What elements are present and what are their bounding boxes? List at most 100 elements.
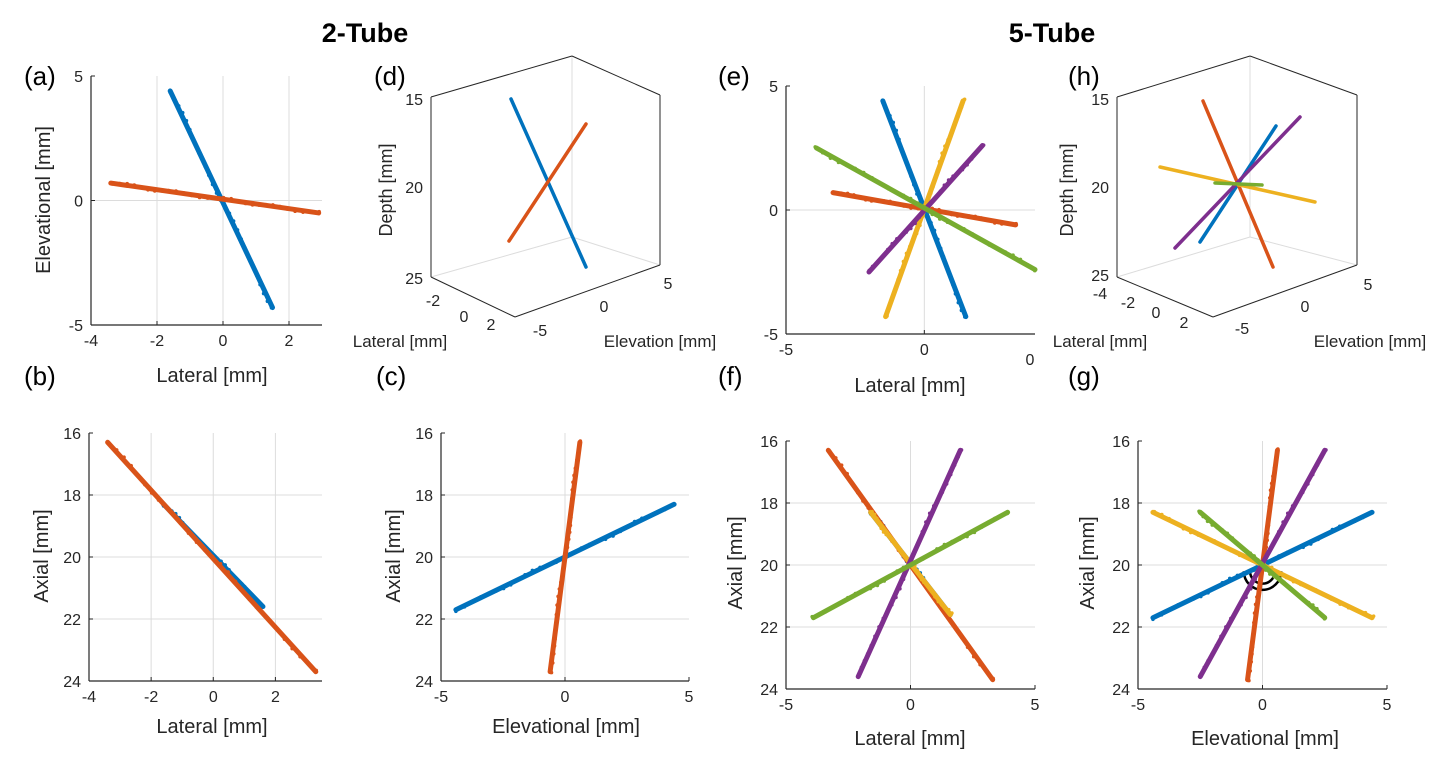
panel-b-point <box>129 463 133 468</box>
panel-g-point <box>1252 620 1256 625</box>
panel-b-point <box>163 504 168 509</box>
panel-g-point <box>1267 496 1272 500</box>
panel-g-point <box>1316 537 1320 542</box>
panel-g-point <box>1268 559 1273 563</box>
panel-e-point <box>932 228 937 233</box>
panel-e-point <box>1032 268 1037 273</box>
panel-e-point <box>931 199 936 203</box>
panel-g-point <box>1301 545 1305 550</box>
panel-g-point <box>1210 523 1215 527</box>
panel-e-point <box>938 246 943 251</box>
panel-g-point <box>1259 572 1264 577</box>
panel-e-point <box>940 151 944 156</box>
panel-a-point <box>231 219 236 223</box>
panel-f-point <box>936 599 941 604</box>
panel-e-point <box>945 220 950 225</box>
panel-c-point <box>553 637 557 641</box>
panel-f-x-tick-label: -5 <box>779 697 793 714</box>
panel-f-point <box>885 609 890 614</box>
panel-e-y-tick-label: 5 <box>769 79 778 96</box>
panel-g-point <box>1206 591 1210 595</box>
panel-f-point <box>833 456 838 460</box>
panel-e-point <box>904 251 909 256</box>
panel-e-point <box>909 206 913 210</box>
panel-f-point <box>915 568 919 573</box>
panel-e-tube1-points <box>881 100 967 319</box>
panel-e-point <box>930 212 935 217</box>
panel-e-point <box>853 166 857 171</box>
panel-g-point <box>1320 455 1324 459</box>
panel-h-series-tube5 <box>1213 181 1264 187</box>
panel-g-point <box>1306 584 1310 589</box>
panel-f-x-tick-label: 5 <box>1031 697 1040 714</box>
panel-b-point <box>223 563 227 567</box>
panel-e-point <box>987 243 992 247</box>
panel-c-label: (c) <box>376 361 406 391</box>
panel-a-label: (a) <box>24 61 56 91</box>
panel-c-point <box>556 594 560 599</box>
panel-d-elevation-tick-label: 5 <box>664 276 673 293</box>
panel-f-point <box>873 634 877 639</box>
panel-f-point <box>868 586 873 591</box>
panel-b-y-tick-label: 24 <box>63 674 81 691</box>
panel-e-point <box>828 156 833 160</box>
panel-f-point <box>924 520 928 524</box>
panel-e-point <box>884 107 889 112</box>
panel-c-point <box>470 599 475 604</box>
panel-c-point <box>508 583 513 587</box>
panel-c-point <box>655 511 659 516</box>
panel-g-point <box>1311 603 1315 607</box>
panel-b-point <box>136 473 140 478</box>
panel-g-point <box>1369 510 1373 515</box>
panel-a-point <box>269 305 274 310</box>
panel-d-depth-axis-label: Depth [mm] <box>376 143 396 236</box>
panel-f-point <box>944 482 949 486</box>
panel-f-tube4-points <box>856 448 964 677</box>
panel-a-point <box>180 110 185 115</box>
panel-g-point <box>1257 568 1262 572</box>
panel-a-tube2-points <box>110 181 321 214</box>
panel-g-point <box>1214 643 1219 648</box>
panel-f-point <box>979 525 984 530</box>
panel-b-x-tick-label: 2 <box>271 689 280 706</box>
panel-f-point <box>992 516 997 521</box>
panel-g-point <box>1204 535 1208 540</box>
panel-d-lateral-axis <box>430 276 516 318</box>
panel-a-point <box>243 201 248 206</box>
panel-e-point <box>894 285 898 290</box>
panel-g-point <box>1329 597 1334 602</box>
panel-f-point <box>866 506 871 510</box>
panel-g-point <box>1219 634 1223 639</box>
panel-c-point <box>538 565 542 570</box>
panel-g-point <box>1256 558 1260 562</box>
panel-c-point <box>647 514 652 518</box>
panel-d-depth-tick-label: 20 <box>405 180 423 197</box>
panel-e-point <box>881 100 885 105</box>
panel-f-point <box>965 534 969 539</box>
panel-e-point <box>926 197 931 202</box>
panel-c-point <box>573 466 578 471</box>
panel-c-point <box>462 605 467 609</box>
panel-f-point <box>907 563 912 567</box>
panel-e-point <box>942 183 947 188</box>
panel-d-lateral-tick-label: 0 <box>460 309 469 326</box>
panel-f-point <box>986 520 991 525</box>
panel-a-point <box>213 195 218 200</box>
panel-e-point <box>981 143 986 147</box>
panel-d-lateral-tick-label: -2 <box>426 293 440 310</box>
panel-g-point <box>1324 448 1328 452</box>
panel-c-point <box>618 529 623 534</box>
panel-e-point <box>953 223 958 227</box>
panel-f-point <box>914 560 918 565</box>
panel-b-point <box>107 441 111 445</box>
panel-c-point <box>555 603 559 607</box>
panel-a-point <box>236 199 241 203</box>
panel-c-point <box>671 502 675 507</box>
panel-a-x-tick-label: 2 <box>285 333 294 350</box>
panel-b-point <box>218 561 223 566</box>
panel-b-point <box>240 582 244 586</box>
panel-e-point <box>1025 263 1030 267</box>
panel-g-y-axis-label: Axial [mm] <box>1077 516 1099 609</box>
panel-e-point <box>962 227 966 231</box>
panel-e-point <box>890 241 895 246</box>
